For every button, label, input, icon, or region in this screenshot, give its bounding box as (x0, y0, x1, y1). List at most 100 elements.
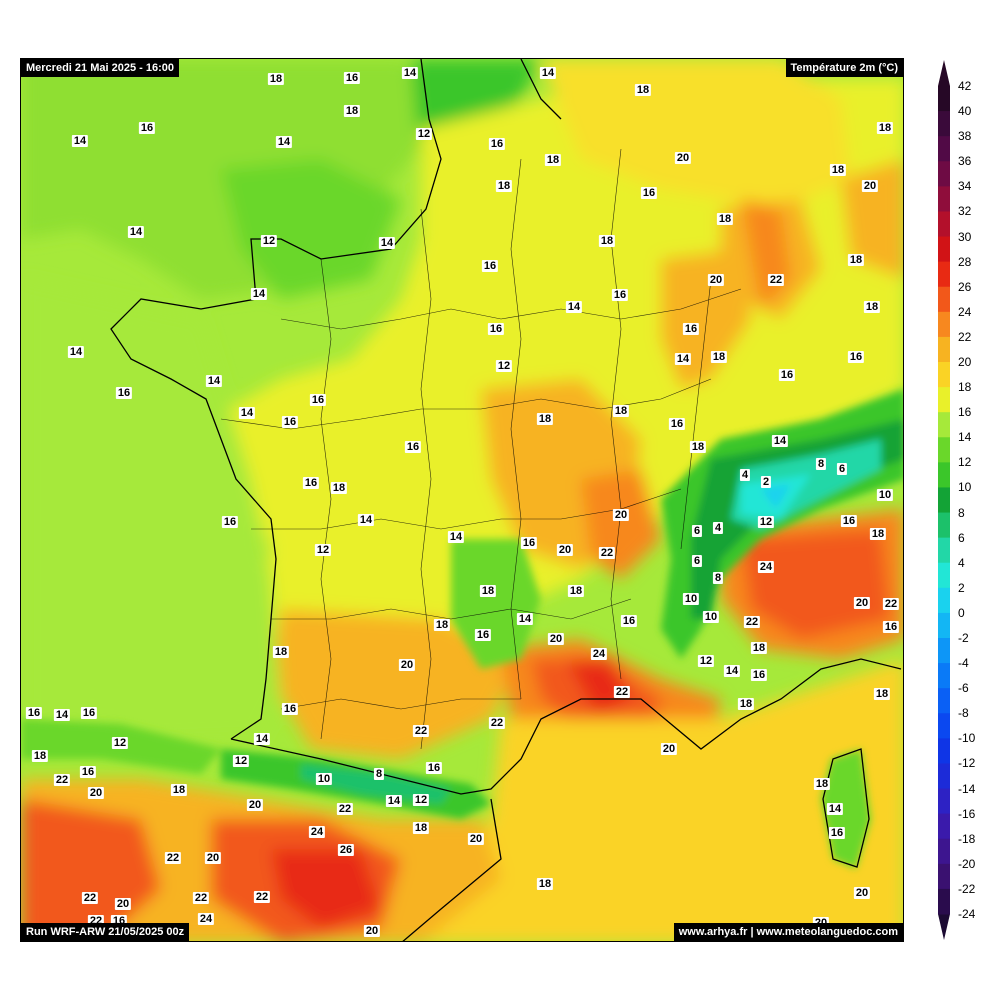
colorbar-tick-label: -2 (958, 631, 969, 645)
colorbar-segment (938, 537, 950, 564)
temperature-label: 14 (378, 237, 396, 249)
temperature-label: 20 (612, 509, 630, 521)
temperature-label: 2 (760, 476, 772, 488)
temperature-label: 14 (565, 301, 583, 313)
temperature-label: 22 (613, 686, 631, 698)
temperature-field (21, 59, 903, 941)
temperature-label: 18 (567, 585, 585, 597)
coastlines (110, 59, 902, 941)
temperature-label: 16 (520, 537, 538, 549)
temperature-label: 14 (250, 288, 268, 300)
temperature-label: 6 (836, 463, 848, 475)
temperature-label: 14 (53, 709, 71, 721)
colorbar-segment (938, 311, 950, 338)
temperature-label: 24 (757, 561, 775, 573)
site-banner: www.arhya.fr | www.meteolanguedoc.com (673, 923, 903, 941)
colorbar-tick-label: 32 (958, 204, 972, 219)
colorbar-tick-label: 28 (958, 254, 972, 269)
temperature-label: 22 (488, 717, 506, 729)
temperature-label: 18 (536, 878, 554, 890)
temperature-label: 16 (828, 827, 846, 839)
colorbar-tick-label: 0 (958, 605, 965, 620)
temperature-label: 22 (81, 892, 99, 904)
temperature-label: 14 (771, 435, 789, 447)
colorbar-tick-label: 12 (958, 455, 972, 470)
temperature-label: 14 (385, 795, 403, 807)
temperature-label: 18 (330, 482, 348, 494)
temperature-label: 20 (660, 743, 678, 755)
colorbar-max-arrow (938, 60, 950, 86)
colorbar-tick-label: -4 (958, 656, 969, 671)
temperature-label: 16 (682, 323, 700, 335)
temperature-label: 20 (398, 659, 416, 671)
temperature-label: 16 (425, 762, 443, 774)
temperature-label: 14 (357, 514, 375, 526)
temperature-label: 20 (674, 152, 692, 164)
temperature-label: 16 (481, 260, 499, 272)
temperature-label: 20 (556, 544, 574, 556)
colorbar-segment (938, 638, 950, 664)
colorbar-tick-label: -16 (958, 806, 976, 821)
temperature-label: 20 (246, 799, 264, 811)
temperature-label: 18 (813, 778, 831, 790)
temperature-label: 14 (253, 733, 271, 745)
temperature-label: 22 (767, 274, 785, 286)
colorbar-segment (938, 136, 950, 162)
colorbar-segment (938, 738, 950, 764)
colorbar-segment (938, 838, 950, 865)
temperature-label: 18 (272, 646, 290, 658)
colorbar-segment (938, 788, 950, 815)
temperature-label: 18 (433, 619, 451, 631)
temperature-label: 22 (336, 803, 354, 815)
temperature-label: 18 (31, 750, 49, 762)
temperature-label: 16 (668, 418, 686, 430)
temperature-label: 18 (710, 351, 728, 363)
colorbar-tick-label: 42 (958, 79, 972, 93)
temperature-label: 12 (412, 794, 430, 806)
temperature-label: 18 (829, 164, 847, 176)
temperature-label: 16 (487, 323, 505, 335)
temperature-label: 16 (115, 387, 133, 399)
temperature-label: 18 (737, 698, 755, 710)
temperature-label: 26 (337, 844, 355, 856)
colorbar-segment (938, 663, 950, 689)
colorbar-tick-label: 34 (958, 179, 972, 194)
temperature-label: 10 (702, 611, 720, 623)
temperature-label: 14 (447, 531, 465, 543)
temperature-label: 10 (876, 489, 894, 501)
colorbar-scale (938, 60, 950, 940)
colorbar-segment (938, 161, 950, 187)
temperature-label: 16 (404, 441, 422, 453)
colorbar-tick-label: 26 (958, 279, 972, 294)
colorbar-segment (938, 562, 950, 589)
temperature-label: 16 (750, 669, 768, 681)
temperature-label: 18 (689, 441, 707, 453)
temperature-label: 18 (716, 213, 734, 225)
temperature-label: 14 (674, 353, 692, 365)
colorbar-tick-label: -8 (958, 706, 969, 721)
temperature-label: 16 (281, 416, 299, 428)
colorbar-segment (938, 412, 950, 438)
colorbar-tick-label: -20 (958, 856, 976, 871)
colorbar-tick-label: -24 (958, 907, 976, 921)
temperature-label: 20 (707, 274, 725, 286)
temperature-label: 20 (363, 925, 381, 937)
temperature-label: 20 (114, 898, 132, 910)
temperature-label: 18 (479, 585, 497, 597)
temperature-label: 16 (138, 122, 156, 134)
colorbar-tick-label: 40 (958, 104, 972, 119)
colorbar-segment (938, 863, 950, 890)
temperature-label: 14 (401, 67, 419, 79)
temperature-label: 18 (412, 822, 430, 834)
temperature-label: 16 (80, 707, 98, 719)
temperature-label: 16 (611, 289, 629, 301)
temperature-label: 14 (723, 665, 741, 677)
colorbar-tick-label: 18 (958, 380, 972, 395)
temperature-label: 22 (598, 547, 616, 559)
temperature-label: 18 (869, 528, 887, 540)
temperature-label: 10 (315, 773, 333, 785)
colorbar-segment (938, 286, 950, 313)
colorbar-tick-label: -6 (958, 681, 969, 696)
temperature-label: 14 (238, 407, 256, 419)
temperature-label: 6 (691, 525, 703, 537)
